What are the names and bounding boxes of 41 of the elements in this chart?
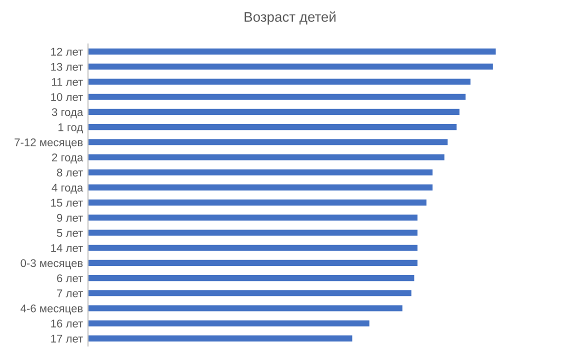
bar <box>88 108 460 115</box>
bar <box>88 260 418 266</box>
bar <box>88 64 493 70</box>
y-tick-label: 9 лет <box>57 214 83 222</box>
y-tick-label: 4 года <box>52 184 84 194</box>
y-tick-label: 4-6 месяцев <box>20 304 83 314</box>
y-tick-label: 7-12 месяцев <box>14 138 83 148</box>
bar <box>88 230 418 236</box>
y-tick-label: 16 лет <box>51 320 83 328</box>
bar <box>88 78 470 85</box>
chart-title: Возраст детей <box>244 11 336 25</box>
y-tick-label: 12 лет <box>51 48 83 56</box>
bar <box>88 214 418 221</box>
y-tick-label: 5 лет <box>56 229 83 237</box>
bar <box>88 335 352 342</box>
y-tick-label: 13 лет <box>51 62 83 71</box>
y-tick-label: 0-3 месяцев <box>20 259 83 270</box>
bar <box>88 200 426 206</box>
bar <box>88 290 412 296</box>
y-tick-label: 10 лет <box>51 93 83 101</box>
y-tick-label: 14 лет <box>51 244 83 252</box>
bar <box>88 320 370 326</box>
bar <box>88 244 418 251</box>
bar <box>88 154 444 160</box>
y-tick-label: 1 год <box>58 123 83 134</box>
y-tick-label: 15 лет <box>51 198 83 207</box>
y-tick-label: 17 лет <box>51 334 83 343</box>
y-tick-label: 3 года <box>52 108 84 118</box>
y-tick-label: 2 года <box>52 154 84 164</box>
bar <box>88 305 402 312</box>
y-tick-label: 11 лет <box>52 78 83 86</box>
y-tick-label: 8 лет <box>56 168 83 176</box>
bar <box>88 139 448 146</box>
bar <box>88 94 466 100</box>
bar <box>88 169 433 176</box>
y-tick-label: 6 лет <box>57 274 83 282</box>
bar <box>88 124 457 130</box>
bar <box>88 275 414 282</box>
y-tick-label: 7 лет <box>57 290 83 298</box>
bar <box>88 48 496 55</box>
bar <box>88 184 433 190</box>
